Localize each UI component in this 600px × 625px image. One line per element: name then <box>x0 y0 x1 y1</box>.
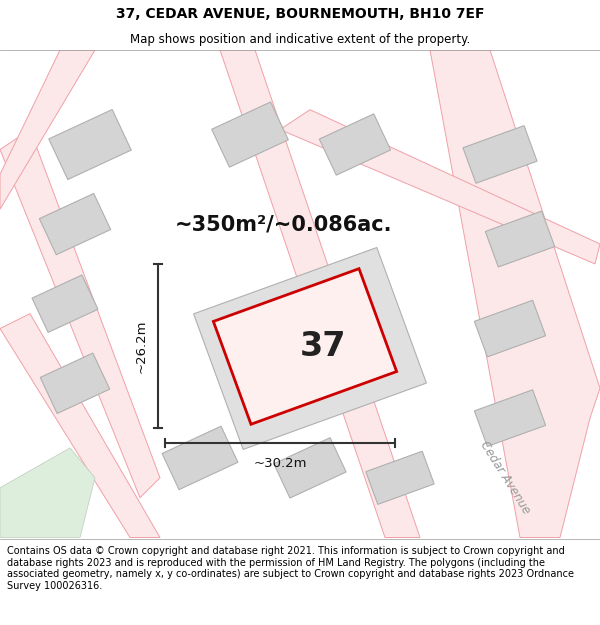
Polygon shape <box>485 211 554 267</box>
Text: Contains OS data © Crown copyright and database right 2021. This information is : Contains OS data © Crown copyright and d… <box>7 546 574 591</box>
Text: Cedar Avenue: Cedar Avenue <box>478 439 533 517</box>
Polygon shape <box>49 109 131 179</box>
Polygon shape <box>212 102 289 167</box>
Text: 37, CEDAR AVENUE, BOURNEMOUTH, BH10 7EF: 37, CEDAR AVENUE, BOURNEMOUTH, BH10 7EF <box>116 7 484 21</box>
Text: ~30.2m: ~30.2m <box>253 457 307 470</box>
Text: ~350m²/~0.086ac.: ~350m²/~0.086ac. <box>175 214 392 234</box>
Polygon shape <box>194 248 427 449</box>
Polygon shape <box>475 390 545 446</box>
Polygon shape <box>0 448 95 538</box>
Polygon shape <box>220 50 420 538</box>
Polygon shape <box>40 194 110 255</box>
Polygon shape <box>475 300 545 357</box>
Polygon shape <box>274 438 346 498</box>
Text: ~26.2m: ~26.2m <box>135 319 148 372</box>
Polygon shape <box>0 129 160 498</box>
Polygon shape <box>40 353 110 414</box>
Polygon shape <box>214 269 397 424</box>
Text: Map shows position and indicative extent of the property.: Map shows position and indicative extent… <box>130 32 470 46</box>
Polygon shape <box>366 451 434 504</box>
Polygon shape <box>319 114 391 175</box>
Polygon shape <box>0 50 95 209</box>
Polygon shape <box>162 426 238 489</box>
Polygon shape <box>463 126 537 183</box>
Polygon shape <box>32 275 98 332</box>
Polygon shape <box>280 110 600 264</box>
Text: 37: 37 <box>300 330 346 363</box>
Polygon shape <box>430 50 600 538</box>
Polygon shape <box>0 314 160 538</box>
